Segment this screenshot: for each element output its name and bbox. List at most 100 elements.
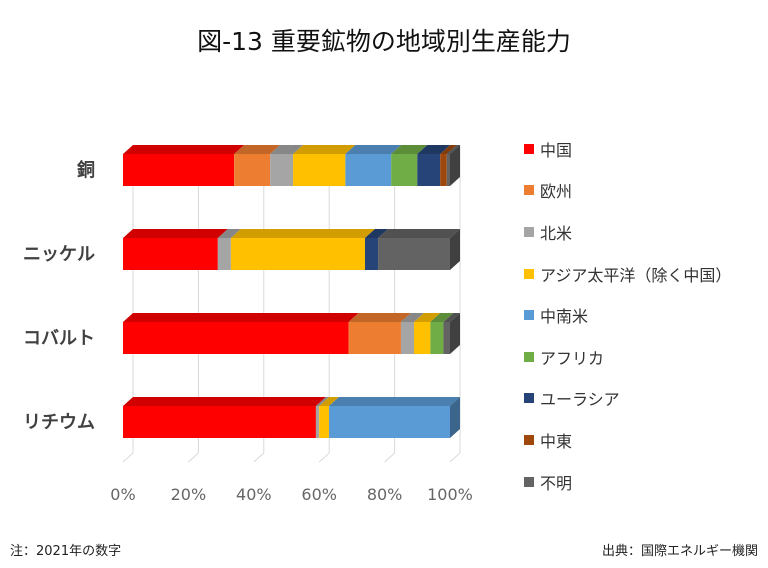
x-tick-label: 100%	[427, 485, 473, 504]
bar-segment-top	[414, 313, 441, 322]
bar-segment-side	[450, 313, 460, 354]
legend-label: 中南米	[540, 307, 589, 327]
bar-segment	[315, 406, 320, 438]
bar-segment-top	[345, 145, 402, 154]
bar-segment-top	[400, 313, 425, 322]
legend-item: 欧州	[524, 170, 731, 212]
bar-segment	[400, 322, 415, 354]
bar-segment-side	[450, 229, 460, 270]
legend-item: 中南米	[524, 294, 731, 336]
gridline-floor	[188, 452, 199, 463]
legend-swatch	[524, 185, 534, 196]
legend-label: ユーラシア	[540, 390, 620, 410]
legend-item: 中東	[524, 419, 731, 461]
legend-swatch	[524, 310, 534, 321]
bar-segment	[440, 154, 447, 186]
legend-label: 中国	[540, 140, 573, 160]
gridline-floor	[318, 452, 330, 463]
bar-segment-top	[446, 145, 460, 154]
bar-segment-top	[123, 145, 245, 154]
legend-swatch	[524, 476, 534, 487]
bar-segment-top	[329, 397, 460, 406]
bar-segment	[123, 238, 218, 270]
legend-item: アフリカ	[524, 336, 731, 378]
bar-segment-top	[443, 313, 460, 322]
legend-swatch	[524, 143, 534, 154]
legend-item: 北米	[524, 211, 731, 253]
footnote: 注：2021年の数字	[10, 544, 122, 559]
legend-item: 不明	[524, 461, 731, 503]
bar-segment-top	[270, 145, 304, 154]
category-label: 銅	[77, 159, 95, 181]
legend-swatch	[524, 393, 534, 404]
bar-segment	[348, 322, 401, 354]
legend-item: ユーラシア	[524, 378, 731, 420]
bar-segment	[123, 154, 235, 186]
gridline-floor	[449, 452, 461, 463]
bar-segment	[446, 154, 450, 186]
category-label: ニッケル	[23, 244, 95, 265]
bar-segment-top	[430, 313, 454, 322]
bar-segment-top	[123, 313, 359, 322]
bar-segment-top	[417, 145, 451, 154]
bar-segment	[293, 154, 346, 186]
bar-segment	[364, 238, 379, 270]
legend-label: 欧州	[540, 182, 573, 202]
legend-item: 中国	[524, 128, 731, 170]
legend-label: アジア太平洋（除く中国）	[540, 265, 732, 285]
legend-label: 不明	[540, 473, 573, 493]
chart-legend: 中国欧州北米アジア太平洋（除く中国） 中南米アフリカユーラシア中東不明	[524, 128, 731, 502]
bar-segment-top	[123, 397, 326, 406]
x-tick-label: 20%	[171, 485, 207, 504]
bar-segment	[319, 406, 330, 438]
bar-segment-top	[315, 397, 330, 406]
gridline-floor	[122, 452, 134, 463]
bar-segment	[378, 238, 450, 270]
bar-segment-top	[319, 397, 340, 406]
legend-swatch	[524, 351, 534, 362]
bar-segment	[123, 322, 349, 354]
bar-segment-side	[450, 145, 460, 186]
gridline-floor	[253, 452, 265, 463]
bar-segment-top	[378, 229, 460, 238]
x-tick-label: 40%	[236, 485, 272, 504]
bar-segment-top	[293, 145, 356, 154]
bar-segment-top	[217, 229, 241, 238]
bar-segment	[329, 406, 450, 438]
legend-swatch	[524, 268, 534, 279]
legend-item: アジア太平洋（除く中国）	[524, 253, 731, 295]
bar-segment	[417, 154, 441, 186]
category-label: コバルト	[23, 328, 95, 349]
chart-title: 図-13 重要鉱物の地域別生産能力	[197, 27, 571, 56]
bar-segment-top	[348, 313, 411, 322]
bar-segment	[123, 406, 316, 438]
x-tick-label: 0%	[110, 485, 135, 504]
gridline-floor	[384, 452, 395, 463]
bar-segment	[414, 322, 431, 354]
bar-segment	[217, 238, 231, 270]
x-tick-label: 60%	[301, 485, 337, 504]
bar-segment	[443, 322, 450, 354]
bar-segment-top	[391, 145, 428, 154]
legend-label: 中東	[540, 431, 573, 451]
bar-segment-top	[123, 229, 228, 238]
bar-segment-top	[364, 229, 389, 238]
bar-segment-top	[234, 145, 281, 154]
bar-segment	[391, 154, 418, 186]
legend-label: アフリカ	[540, 348, 605, 368]
legend-swatch	[524, 434, 534, 445]
source-note: 出典：国際エネルギー機関	[601, 544, 758, 559]
x-tick-label: 80%	[367, 485, 403, 504]
bar-segment-top	[440, 145, 457, 154]
bar-segment	[270, 154, 294, 186]
bar-segment	[234, 154, 271, 186]
bar-segment-top	[230, 229, 375, 238]
legend-swatch	[524, 226, 534, 237]
bar-segment	[230, 238, 365, 270]
bar-segment-side	[450, 397, 460, 438]
bar-segment	[430, 322, 444, 354]
bar-segment	[345, 154, 392, 186]
category-label: リチウム	[23, 412, 95, 433]
legend-label: 北米	[540, 223, 573, 243]
